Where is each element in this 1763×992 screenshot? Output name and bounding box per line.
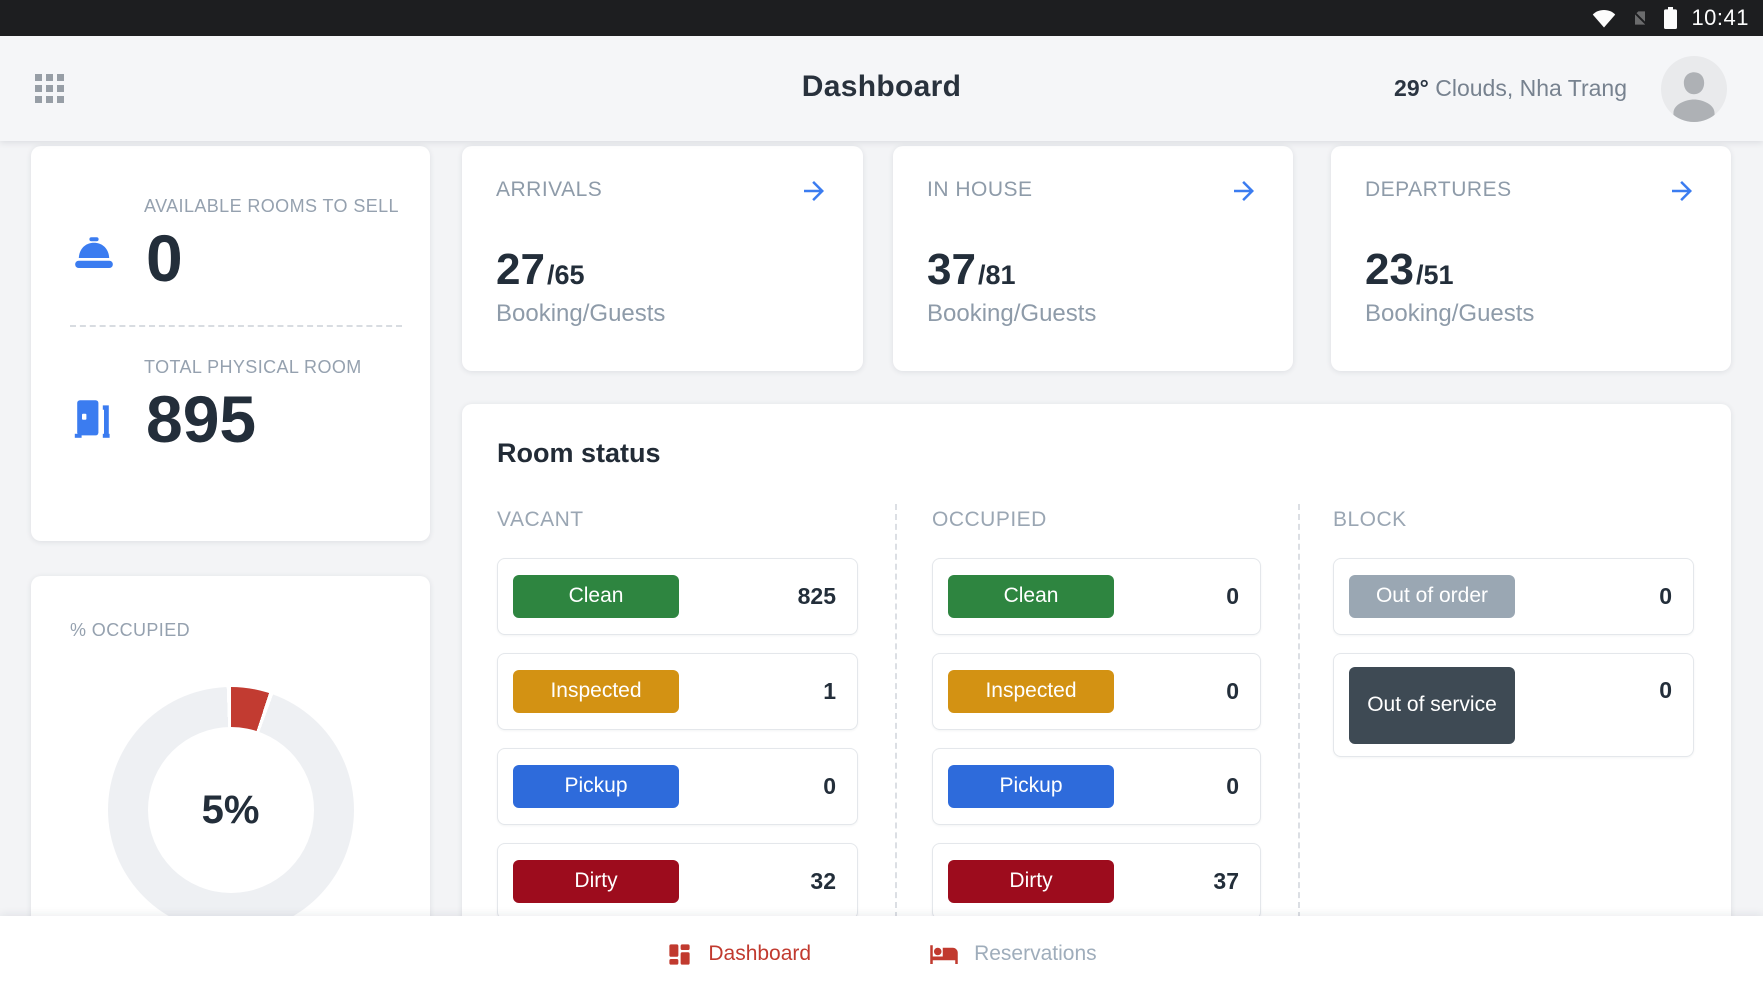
inspected-badge: Inspected bbox=[513, 670, 679, 713]
occupancy-percent: 5% bbox=[201, 787, 260, 832]
out-of-order-count: 0 bbox=[1659, 583, 1672, 609]
pickup-badge: Pickup bbox=[513, 765, 679, 808]
weather-description: Clouds, Nha Trang bbox=[1435, 75, 1627, 101]
door-icon bbox=[74, 400, 110, 438]
occupied-inspected-row[interactable]: Inspected 0 bbox=[932, 653, 1261, 730]
occupied-clean-row[interactable]: Clean 0 bbox=[932, 558, 1261, 635]
status-bar: 10:41 bbox=[0, 0, 1763, 36]
arrivals-card[interactable]: ARRIVALS 27 /65 Booking/Guests bbox=[462, 146, 863, 371]
room-status-card: Room status VACANT Clean 825 Inspected 1… bbox=[462, 404, 1731, 992]
clean-badge: Clean bbox=[513, 575, 679, 618]
inspected-badge: Inspected bbox=[948, 670, 1114, 713]
occupancy-label: % OCCUPIED bbox=[70, 620, 191, 640]
person-icon bbox=[1673, 71, 1715, 122]
dashboard-icon bbox=[669, 943, 690, 965]
available-rooms-value: 0 bbox=[146, 221, 183, 295]
departures-value: 23 bbox=[1365, 245, 1414, 294]
nav-label-dashboard: Dashboard bbox=[708, 942, 812, 965]
available-rooms-label: AVAILABLE ROOMS TO SELL bbox=[144, 196, 399, 216]
vacant-column: VACANT Clean 825 Inspected 1 Pickup 0 Di… bbox=[497, 508, 858, 920]
out-of-service-count: 0 bbox=[1659, 677, 1672, 703]
total-rooms-value: 895 bbox=[146, 382, 257, 456]
in-house-value: 37 bbox=[927, 245, 976, 294]
departures-card[interactable]: DEPARTURES 23 /51 Booking/Guests bbox=[1331, 146, 1731, 371]
service-bell-icon bbox=[75, 237, 113, 268]
arrow-forward-icon[interactable] bbox=[1667, 176, 1697, 206]
vacant-pickup-row[interactable]: Pickup 0 bbox=[497, 748, 858, 825]
occupied-clean-count: 0 bbox=[1226, 583, 1239, 609]
occupied-column: OCCUPIED Clean 0 Inspected 0 Pickup 0 Di… bbox=[932, 508, 1261, 920]
occupied-dirty-count: 37 bbox=[1213, 868, 1239, 894]
vacant-label: VACANT bbox=[497, 508, 584, 531]
rooms-summary-card: AVAILABLE ROOMS TO SELL 0 TOTAL PHYSICAL… bbox=[31, 146, 430, 541]
vacant-dirty-count: 32 bbox=[810, 868, 836, 894]
arrivals-total: /65 bbox=[546, 260, 585, 290]
bottom-nav: Dashboard Reservations bbox=[0, 916, 1763, 992]
total-rooms-section: TOTAL PHYSICAL ROOM 895 bbox=[70, 357, 402, 452]
occupied-pickup-count: 0 bbox=[1226, 773, 1239, 799]
in-house-label: IN HOUSE bbox=[927, 178, 1033, 201]
departures-total: /51 bbox=[1415, 260, 1454, 290]
wifi-icon bbox=[1593, 10, 1616, 28]
arrivals-value: 27 bbox=[496, 245, 545, 294]
no-signal-icon bbox=[1633, 11, 1647, 25]
vacant-clean-row[interactable]: Clean 825 bbox=[497, 558, 858, 635]
column-separator bbox=[1298, 504, 1300, 918]
dirty-badge: Dirty bbox=[513, 860, 679, 903]
nav-item-dashboard[interactable]: Dashboard bbox=[666, 941, 811, 968]
dirty-badge: Dirty bbox=[948, 860, 1114, 903]
room-status-title: Room status bbox=[497, 438, 661, 468]
out-of-service-badge: Out of service bbox=[1349, 667, 1515, 744]
occupied-dirty-row[interactable]: Dirty 37 bbox=[932, 843, 1261, 920]
occupied-inspected-count: 0 bbox=[1226, 678, 1239, 704]
page-title: Dashboard bbox=[801, 70, 962, 103]
block-out-of-order-row[interactable]: Out of order 0 bbox=[1333, 558, 1694, 635]
in-house-total: /81 bbox=[977, 260, 1016, 290]
vacant-inspected-count: 1 bbox=[823, 678, 836, 704]
out-of-order-badge: Out of order bbox=[1349, 575, 1515, 618]
occupied-label: OCCUPIED bbox=[932, 508, 1047, 531]
pickup-badge: Pickup bbox=[948, 765, 1114, 808]
avatar[interactable] bbox=[1661, 55, 1727, 122]
battery-icon bbox=[1664, 7, 1678, 29]
vacant-inspected-row[interactable]: Inspected 1 bbox=[497, 653, 858, 730]
column-separator bbox=[895, 504, 897, 918]
nav-item-reservations[interactable]: Reservations bbox=[929, 939, 1097, 969]
available-rooms-section: AVAILABLE ROOMS TO SELL 0 bbox=[70, 196, 402, 291]
weather-temperature: 29° bbox=[1394, 75, 1429, 101]
app-header: Dashboard 29° Clouds, Nha Trang bbox=[0, 36, 1763, 141]
bed-icon bbox=[930, 945, 958, 964]
vacant-pickup-count: 0 bbox=[823, 773, 836, 799]
block-out-of-service-row[interactable]: Out of service 0 bbox=[1333, 653, 1694, 757]
block-column: BLOCK Out of order 0 Out of service 0 bbox=[1333, 508, 1694, 757]
vacant-clean-count: 825 bbox=[797, 583, 836, 609]
departures-label: DEPARTURES bbox=[1365, 178, 1512, 201]
arrivals-sublabel: Booking/Guests bbox=[496, 300, 666, 327]
occupancy-donut: 5% bbox=[107, 687, 354, 933]
nav-label-reservations: Reservations bbox=[974, 942, 1097, 965]
vacant-dirty-row[interactable]: Dirty 32 bbox=[497, 843, 858, 920]
departures-sublabel: Booking/Guests bbox=[1365, 300, 1535, 327]
occupied-pickup-row[interactable]: Pickup 0 bbox=[932, 748, 1261, 825]
arrivals-label: ARRIVALS bbox=[496, 178, 603, 201]
total-rooms-label: TOTAL PHYSICAL ROOM bbox=[144, 357, 362, 377]
arrow-forward-icon[interactable] bbox=[1229, 176, 1259, 206]
block-label: BLOCK bbox=[1333, 508, 1407, 531]
in-house-sublabel: Booking/Guests bbox=[927, 300, 1097, 327]
arrow-forward-icon[interactable] bbox=[799, 176, 829, 206]
in-house-card[interactable]: IN HOUSE 37 /81 Booking/Guests bbox=[893, 146, 1293, 371]
apps-menu-icon[interactable] bbox=[35, 74, 65, 104]
clock-time: 10:41 bbox=[1691, 5, 1749, 30]
clean-badge: Clean bbox=[948, 575, 1114, 618]
weather-info: 29° Clouds, Nha Trang bbox=[1394, 75, 1627, 102]
dashed-divider bbox=[70, 325, 402, 327]
